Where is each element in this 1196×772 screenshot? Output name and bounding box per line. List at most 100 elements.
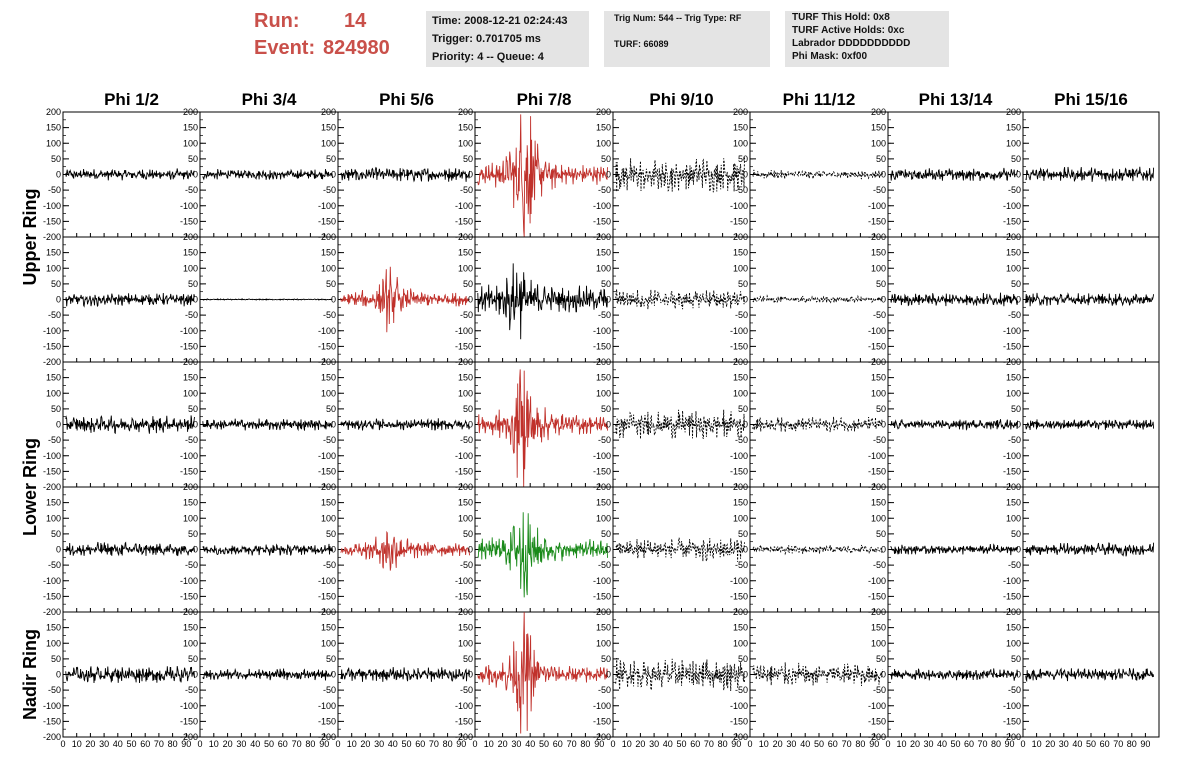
y-tick-label: 0 xyxy=(468,295,473,305)
y-tick-label: -50 xyxy=(323,560,336,570)
y-tick-label: 150 xyxy=(596,373,611,383)
y-tick-label: 150 xyxy=(596,498,611,508)
y-tick-label: 100 xyxy=(596,263,611,273)
x-tick-label: 40 xyxy=(113,739,123,749)
y-tick-label: 200 xyxy=(183,107,198,117)
x-tick-label: 70 xyxy=(977,739,987,749)
y-tick-label: 150 xyxy=(458,623,473,633)
y-tick-label: 200 xyxy=(733,107,748,117)
y-tick-label: -150 xyxy=(455,466,473,476)
x-tick-label: 10 xyxy=(484,739,494,749)
y-tick-label: 50 xyxy=(326,404,336,414)
waveform-trace xyxy=(340,417,470,431)
waveform-trace xyxy=(1025,166,1155,182)
y-tick-label: -100 xyxy=(455,451,473,461)
x-tick-label: 40 xyxy=(525,739,535,749)
y-tick-label: -100 xyxy=(1003,576,1021,586)
y-tick-label: 0 xyxy=(743,545,748,555)
y-tick-label: -150 xyxy=(43,466,61,476)
y-tick-label: 50 xyxy=(326,654,336,664)
column-title: Phi 3/4 xyxy=(242,90,297,109)
y-tick-label: 50 xyxy=(876,404,886,414)
y-tick-label: 0 xyxy=(1016,670,1021,680)
y-tick-label: 50 xyxy=(1011,279,1021,289)
y-tick-label: 50 xyxy=(326,529,336,539)
y-tick-label: -100 xyxy=(593,326,611,336)
y-tick-label: 50 xyxy=(1011,654,1021,664)
x-tick-label: 60 xyxy=(964,739,974,749)
y-tick-label: -150 xyxy=(180,716,198,726)
x-tick-label: 70 xyxy=(154,739,164,749)
y-tick-label: 0 xyxy=(56,420,61,430)
x-tick-label: 80 xyxy=(855,739,865,749)
y-tick-label: -100 xyxy=(730,326,748,336)
y-tick-label: 50 xyxy=(463,404,473,414)
y-tick-label: -150 xyxy=(318,216,336,226)
x-tick-label: 50 xyxy=(676,739,686,749)
y-tick-label: -200 xyxy=(593,732,611,742)
x-tick-label: 80 xyxy=(991,739,1001,749)
y-tick-label: 200 xyxy=(1006,107,1021,117)
x-tick-label: 20 xyxy=(1045,739,1055,749)
column-title: Phi 15/16 xyxy=(1054,90,1128,109)
waveform-trace xyxy=(1025,419,1155,431)
y-tick-label: 0 xyxy=(606,545,611,555)
y-tick-label: 100 xyxy=(1006,513,1021,523)
x-tick-label: 40 xyxy=(800,739,810,749)
x-tick-label: 10 xyxy=(896,739,906,749)
turf-info-panel: TURF This Hold: 0x8 TURF Active Holds: 0… xyxy=(785,11,949,67)
x-tick-label: 30 xyxy=(511,739,521,749)
x-tick-label: 70 xyxy=(1113,739,1123,749)
y-tick-label: 150 xyxy=(733,248,748,258)
labrador-text: Labrador DDDDDDDDDD xyxy=(792,38,911,49)
y-tick-label: 0 xyxy=(331,670,336,680)
y-tick-label: 0 xyxy=(193,170,198,180)
y-tick-label: 100 xyxy=(1006,263,1021,273)
y-tick-label: 150 xyxy=(321,248,336,258)
y-tick-label: -50 xyxy=(48,560,61,570)
x-tick-label: 20 xyxy=(498,739,508,749)
waveform-trace xyxy=(477,612,608,734)
y-tick-label: 150 xyxy=(733,123,748,133)
y-tick-label: 150 xyxy=(1006,623,1021,633)
x-tick-label: 20 xyxy=(360,739,370,749)
y-tick-label: -50 xyxy=(1008,310,1021,320)
y-tick-label: 150 xyxy=(1006,373,1021,383)
y-tick-label: -50 xyxy=(48,310,61,320)
x-tick-label: 10 xyxy=(1032,739,1042,749)
x-tick-label: 80 xyxy=(305,739,315,749)
run-label: Run: xyxy=(254,10,300,32)
y-tick-label: 0 xyxy=(468,170,473,180)
x-tick-label: 30 xyxy=(236,739,246,749)
y-tick-label: 100 xyxy=(458,638,473,648)
waveform-trace xyxy=(1025,667,1155,683)
y-tick-label: 0 xyxy=(881,670,886,680)
column-title: Phi 1/2 xyxy=(104,90,159,109)
y-tick-label: 0 xyxy=(468,670,473,680)
y-tick-label: 50 xyxy=(326,154,336,164)
x-tick-label: 50 xyxy=(401,739,411,749)
y-tick-label: -100 xyxy=(455,326,473,336)
x-tick-label: 90 xyxy=(456,739,466,749)
y-tick-label: 0 xyxy=(193,670,198,680)
y-tick-label: 50 xyxy=(601,279,611,289)
y-tick-label: 50 xyxy=(463,279,473,289)
y-tick-label: 150 xyxy=(596,248,611,258)
y-tick-label: 150 xyxy=(871,373,886,383)
y-tick-label: 150 xyxy=(321,373,336,383)
y-tick-label: 100 xyxy=(183,638,198,648)
y-tick-label: -100 xyxy=(318,201,336,211)
y-tick-label: -50 xyxy=(323,685,336,695)
x-tick-label: 80 xyxy=(1127,739,1137,749)
x-tick-label: 90 xyxy=(1140,739,1150,749)
y-tick-label: 150 xyxy=(183,123,198,133)
y-tick-label: -50 xyxy=(1008,435,1021,445)
y-tick-label: -50 xyxy=(460,185,473,195)
y-tick-label: -150 xyxy=(455,716,473,726)
priority-text: Priority: 4 -- Queue: 4 xyxy=(432,51,544,63)
x-tick-label: 90 xyxy=(319,739,329,749)
y-tick-label: -50 xyxy=(48,435,61,445)
x-tick-label: 20 xyxy=(635,739,645,749)
y-tick-label: -150 xyxy=(593,591,611,601)
y-tick-label: 0 xyxy=(1016,545,1021,555)
